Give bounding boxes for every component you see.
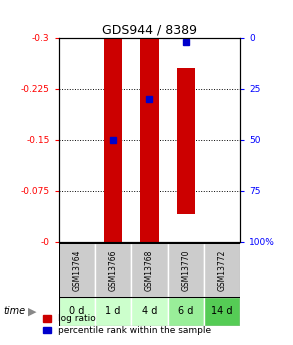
Bar [204, 297, 240, 326]
Text: 14 d: 14 d [211, 306, 233, 316]
Text: GSM13772: GSM13772 [218, 249, 226, 290]
Text: time: time [3, 306, 25, 316]
Bar [140, 38, 159, 242]
Text: 4 d: 4 d [142, 306, 157, 316]
Text: ▶: ▶ [28, 306, 36, 316]
Bar [59, 297, 95, 326]
Bar [131, 297, 168, 326]
Text: GSM13764: GSM13764 [72, 249, 81, 291]
Text: 1 d: 1 d [105, 306, 121, 316]
Bar [177, 68, 195, 214]
Bar [95, 297, 131, 326]
Text: GSM13770: GSM13770 [181, 249, 190, 291]
Bar [168, 297, 204, 326]
Legend: log ratio, percentile rank within the sample: log ratio, percentile rank within the sa… [40, 311, 214, 339]
Text: GSM13766: GSM13766 [109, 249, 117, 291]
Bar [204, 243, 240, 297]
Text: 0 d: 0 d [69, 306, 84, 316]
Text: 6 d: 6 d [178, 306, 193, 316]
Bar [95, 243, 131, 297]
Bar [131, 243, 168, 297]
Bar [168, 243, 204, 297]
Title: GDS944 / 8389: GDS944 / 8389 [102, 24, 197, 37]
Bar [104, 38, 122, 242]
Bar [59, 243, 95, 297]
Text: GSM13768: GSM13768 [145, 249, 154, 290]
